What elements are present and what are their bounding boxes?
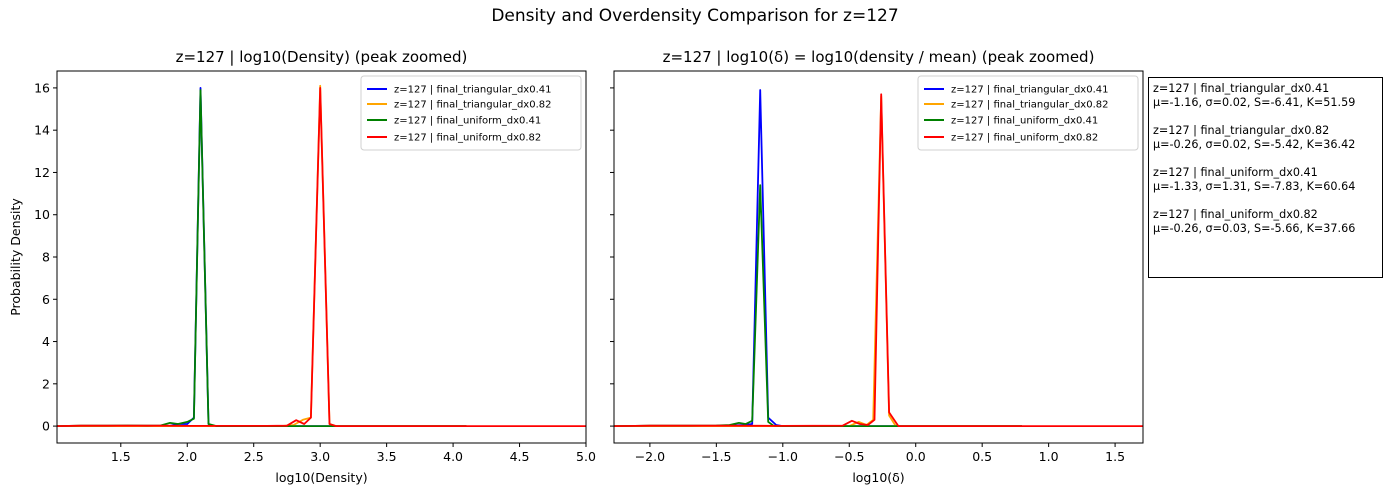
- x-tick-label: 4.5: [510, 449, 530, 464]
- x-tick-label: 3.5: [377, 449, 397, 464]
- legend-label: z=127 | final_uniform_dx0.41: [951, 116, 1098, 127]
- stats-entry-name: z=127 | final_triangular_dx0.41: [1153, 82, 1330, 95]
- stats-entry: z=127 | final_triangular_dx0.82 μ=-0.26,…: [1153, 124, 1382, 152]
- x-tick-label: −1.0: [768, 449, 798, 464]
- panel-title: z=127 | log10(δ) = log10(density / mean)…: [663, 48, 1095, 66]
- x-tick-label: 1.5: [1105, 449, 1125, 464]
- y-tick-label: 12: [34, 165, 50, 180]
- x-tick-label: 2.5: [244, 449, 264, 464]
- y-tick-label: 16: [34, 80, 50, 95]
- stats-entry: z=127 | final_uniform_dx0.82 μ=-0.26, σ=…: [1153, 208, 1382, 236]
- legend-box: [917, 75, 1139, 151]
- stats-annotation-box: z=127 | final_triangular_dx0.41 μ=-1.16,…: [1148, 77, 1383, 278]
- y-tick-label: 14: [34, 123, 50, 138]
- x-tick-label: 5.0: [576, 449, 596, 464]
- y-tick-label: 2: [42, 376, 50, 391]
- figure-title: Density and Overdensity Comparison for z…: [491, 6, 899, 26]
- y-tick-label: 0: [42, 419, 50, 434]
- legend-label: z=127 | final_uniform_dx0.82: [951, 133, 1098, 144]
- stats-entry-values: μ=-1.16, σ=0.02, S=-6.41, K=51.59: [1153, 96, 1356, 109]
- x-axis-label: log10(δ): [852, 470, 904, 485]
- y-axis-label: Probability Density: [8, 198, 23, 316]
- y-tick-label: 6: [42, 292, 50, 307]
- x-tick-label: 1.0: [1039, 449, 1059, 464]
- legend-label: z=127 | final_triangular_dx0.41: [394, 85, 552, 96]
- x-tick-label: 0.0: [906, 449, 926, 464]
- legend-label: z=127 | final_uniform_dx0.82: [394, 133, 541, 144]
- y-tick-label: 4: [42, 334, 50, 349]
- stats-entry: z=127 | final_uniform_dx0.41 μ=-1.33, σ=…: [1153, 166, 1382, 194]
- stats-entry-values: μ=-1.33, σ=1.31, S=-7.83, K=60.64: [1153, 180, 1356, 193]
- series-line: [614, 93, 1143, 428]
- y-tick-label: 10: [34, 207, 50, 222]
- stats-entry-values: μ=-0.26, σ=0.02, S=-5.42, K=36.42: [1153, 138, 1356, 151]
- stats-entry-values: μ=-0.26, σ=0.03, S=-5.66, K=37.66: [1153, 222, 1356, 235]
- legend-label: z=127 | final_triangular_dx0.41: [951, 85, 1109, 96]
- x-tick-label: −2.0: [635, 449, 665, 464]
- y-tick-label: 8: [42, 250, 50, 265]
- panel-title: z=127 | log10(Density) (peak zoomed): [176, 48, 468, 66]
- x-tick-label: 4.0: [443, 449, 463, 464]
- x-tick-label: 3.0: [310, 449, 330, 464]
- series-line: [614, 184, 1022, 428]
- x-tick-label: 2.0: [177, 449, 197, 464]
- stats-entry-name: z=127 | final_uniform_dx0.82: [1153, 208, 1318, 221]
- series-line: [57, 87, 586, 428]
- stats-entry-name: z=127 | final_triangular_dx0.82: [1153, 124, 1330, 137]
- legend-label: z=127 | final_uniform_dx0.41: [394, 116, 541, 127]
- x-tick-label: 1.5: [111, 449, 131, 464]
- legend-label: z=127 | final_triangular_dx0.82: [951, 100, 1109, 111]
- stats-entry-name: z=127 | final_uniform_dx0.41: [1153, 166, 1318, 179]
- x-tick-label: −1.5: [701, 449, 731, 464]
- x-tick-label: −0.5: [834, 449, 864, 464]
- stats-entry: z=127 | final_triangular_dx0.41 μ=-1.16,…: [1153, 82, 1382, 110]
- x-axis-label: log10(Density): [275, 470, 367, 485]
- x-tick-label: 0.5: [972, 449, 992, 464]
- legend-label: z=127 | final_triangular_dx0.82: [394, 100, 552, 111]
- legend-box: [360, 75, 582, 151]
